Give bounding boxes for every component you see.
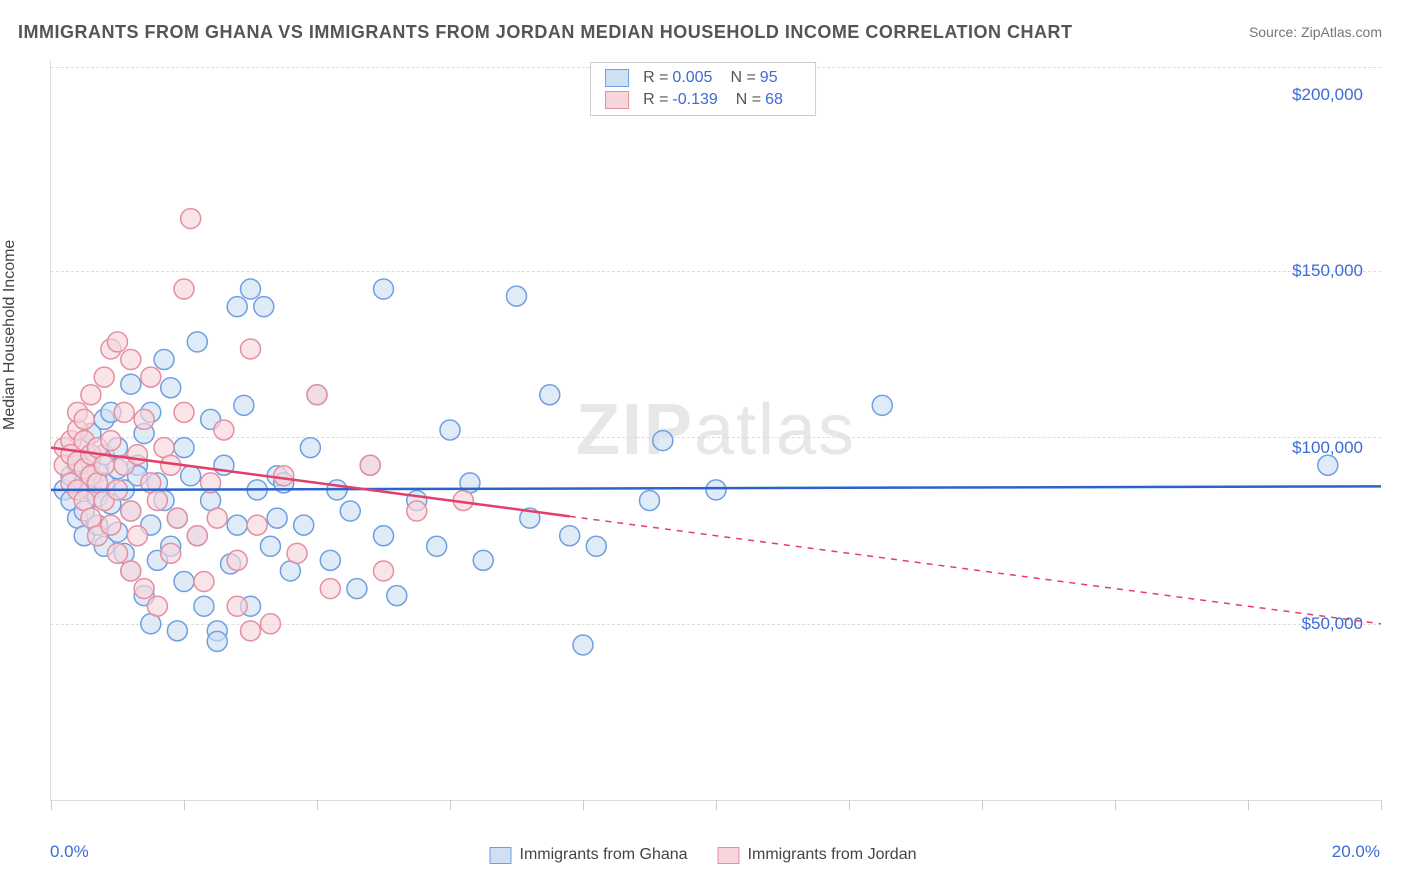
r-value: 0.005 [672, 69, 712, 87]
regression-line [51, 486, 1381, 490]
series-legend-item: Immigrants from Jordan [718, 846, 917, 864]
x-axis-tick [1115, 800, 1116, 810]
correlation-legend-row: R = -0.139 N = 68 [591, 89, 815, 111]
r-label: R = [643, 91, 668, 109]
n-label: N = [730, 69, 755, 87]
x-axis-tick [51, 800, 52, 810]
r-label: R = [643, 69, 668, 87]
source-prefix: Source: [1249, 24, 1301, 40]
plot-area: ZIPatlas $50,000$100,000$150,000$200,000 [50, 60, 1381, 801]
series-legend-item: Immigrants from Ghana [490, 846, 688, 864]
y-axis-title: Median Household Income [1, 240, 19, 430]
x-axis-tick [450, 800, 451, 810]
series-legend: Immigrants from Ghana Immigrants from Jo… [490, 846, 917, 864]
series-legend-label: Immigrants from Ghana [520, 846, 688, 864]
regression-line-extrapolated [570, 516, 1381, 623]
source-name: ZipAtlas.com [1301, 24, 1382, 40]
series-swatch [718, 847, 740, 864]
series-legend-label: Immigrants from Jordan [748, 846, 917, 864]
regression-layer [51, 60, 1381, 800]
series-swatch [605, 69, 629, 87]
x-axis-label-min: 0.0% [50, 842, 89, 862]
x-axis-tick [317, 800, 318, 810]
r-value: -0.139 [672, 91, 717, 109]
series-swatch [605, 91, 629, 109]
x-axis-tick [849, 800, 850, 810]
x-axis-tick [184, 800, 185, 810]
source-label: Source: ZipAtlas.com [1249, 24, 1382, 40]
correlation-legend-row: R = 0.005 N = 95 [591, 67, 815, 89]
x-axis-tick [1248, 800, 1249, 810]
series-swatch [490, 847, 512, 864]
x-axis-tick [716, 800, 717, 810]
correlation-legend: R = 0.005 N = 95 R = -0.139 N = 68 [590, 62, 816, 116]
chart-container: IMMIGRANTS FROM GHANA VS IMMIGRANTS FROM… [0, 0, 1406, 892]
n-label: N = [736, 91, 761, 109]
x-axis-tick [583, 800, 584, 810]
chart-title: IMMIGRANTS FROM GHANA VS IMMIGRANTS FROM… [18, 22, 1072, 43]
n-value: 95 [760, 69, 778, 87]
regression-line [51, 448, 570, 517]
x-axis-label-max: 20.0% [1332, 842, 1380, 862]
n-value: 68 [765, 91, 783, 109]
x-axis-tick [982, 800, 983, 810]
x-axis-tick [1381, 800, 1382, 810]
